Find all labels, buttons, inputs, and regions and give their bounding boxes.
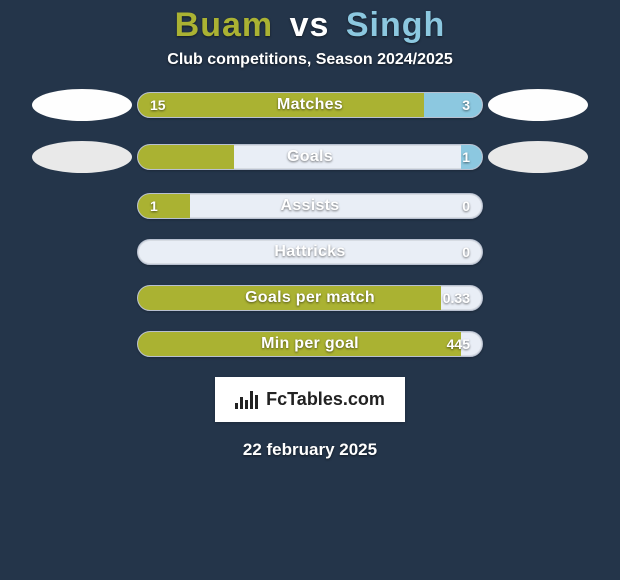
avatar-slot-right <box>483 141 593 173</box>
stat-bar: 1Goals <box>137 144 483 170</box>
stat-label: Assists <box>138 194 482 218</box>
comparison-row: 445Min per goal <box>0 331 620 357</box>
page-title: Buam vs Singh <box>0 6 620 45</box>
stat-label: Matches <box>138 93 482 117</box>
source-badge: FcTables.com <box>0 377 620 422</box>
stat-bar: 153Matches <box>137 92 483 118</box>
comparison-row: 1Goals <box>0 141 620 173</box>
title-player1: Buam <box>175 6 273 44</box>
page-date: 22 february 2025 <box>0 440 620 460</box>
avatar-left <box>32 89 132 121</box>
avatar-slot-right <box>483 89 593 121</box>
comparison-rows: 153Matches 1Goals 10Assists 0Hattricks 0.33G… <box>0 89 620 357</box>
comparison-row: 0Hattricks <box>0 239 620 265</box>
badge-bars-icon <box>235 391 258 409</box>
title-vs: vs <box>290 6 330 44</box>
badge-text: FcTables.com <box>266 389 385 410</box>
avatar-left <box>32 141 132 173</box>
stat-label: Hattricks <box>138 240 482 264</box>
avatar-slot-left <box>27 89 137 121</box>
avatar-slot-left <box>27 141 137 173</box>
comparison-row: 0.33Goals per match <box>0 285 620 311</box>
avatar-right <box>488 89 588 121</box>
stat-bar: 445Min per goal <box>137 331 483 357</box>
avatar-right <box>488 141 588 173</box>
stat-label: Goals <box>138 145 482 169</box>
title-player2: Singh <box>346 6 445 44</box>
source-badge-box: FcTables.com <box>215 377 405 422</box>
stat-label: Goals per match <box>138 286 482 310</box>
page-subtitle: Club competitions, Season 2024/2025 <box>0 51 620 69</box>
stat-bar: 0.33Goals per match <box>137 285 483 311</box>
comparison-row: 153Matches <box>0 89 620 121</box>
stat-bar: 0Hattricks <box>137 239 483 265</box>
page: Buam vs Singh Club competitions, Season … <box>0 0 620 580</box>
stat-bar: 10Assists <box>137 193 483 219</box>
stat-label: Min per goal <box>138 332 482 356</box>
comparison-row: 10Assists <box>0 193 620 219</box>
